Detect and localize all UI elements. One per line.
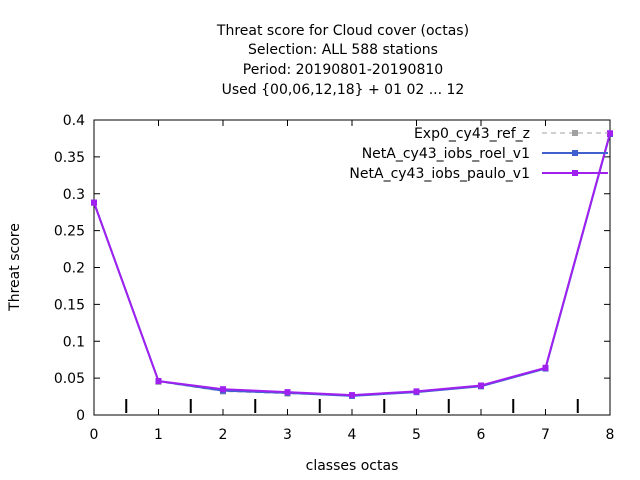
legend-marker-2 [572, 150, 578, 156]
y-tick-label: 0.2 [63, 261, 85, 277]
y-tick-label: 0.3 [63, 187, 85, 203]
y-tick-label: 0.1 [63, 334, 85, 350]
y-tick-label: 0.4 [63, 113, 85, 129]
x-tick-label: 1 [154, 427, 163, 443]
x-tick-label: 8 [606, 427, 615, 443]
legend-label-2: NetA_cy43_iobs_roel_v1 [362, 146, 530, 162]
data-point [478, 382, 484, 389]
legend: Exp0_cy43_ref_z NetA_cy43_iobs_roel_v1 Net… [349, 126, 608, 182]
y-axis-label: Threat score [7, 223, 23, 312]
title-line-2: Selection: ALL 588 stations [248, 42, 438, 58]
legend-marker-3 [572, 170, 578, 176]
y-tick-label: 0.15 [54, 297, 85, 313]
x-tick-label: 2 [219, 427, 228, 443]
x-tick-label: 4 [348, 427, 357, 443]
legend-label-3: NetA_cy43_iobs_paulo_v1 [349, 166, 530, 182]
y-tick-label: 0.05 [54, 371, 85, 387]
x-tick-label: 7 [541, 427, 550, 443]
data-point [91, 199, 97, 206]
title-line-3: Period: 20190801-20190810 [243, 62, 443, 78]
data-point [220, 386, 226, 393]
y-tick-label: 0 [76, 408, 85, 424]
axes: 0 0.05 0.1 0.15 0.2 0.25 0.3 0.35 0.4 0 1 2 3 4 5 6 7 8 [54, 113, 615, 443]
series [91, 130, 613, 399]
legend-label-1: Exp0_cy43_ref_z [414, 126, 530, 142]
x-axis-label: classes octas [306, 458, 399, 474]
class-markers [125, 399, 579, 413]
chart-title: Threat score for Cloud cover (octas) Sel… [216, 23, 469, 98]
x-tick-label: 3 [283, 427, 292, 443]
data-point [349, 392, 355, 399]
data-point [542, 364, 549, 371]
data-point [413, 388, 420, 395]
x-tick-label: 0 [90, 427, 99, 443]
data-point [284, 389, 291, 396]
x-tick-label: 6 [477, 427, 486, 443]
title-line-1: Threat score for Cloud cover (octas) [216, 23, 469, 39]
title-line-4: Used {00,06,12,18} + 01 02 ... 12 [222, 82, 465, 98]
x-tick-label: 5 [412, 427, 421, 443]
data-point [155, 378, 162, 385]
legend-marker-1 [572, 130, 578, 136]
y-tick-label: 0.35 [54, 150, 85, 166]
data-point [607, 130, 613, 137]
y-tick-label: 0.25 [54, 224, 85, 240]
